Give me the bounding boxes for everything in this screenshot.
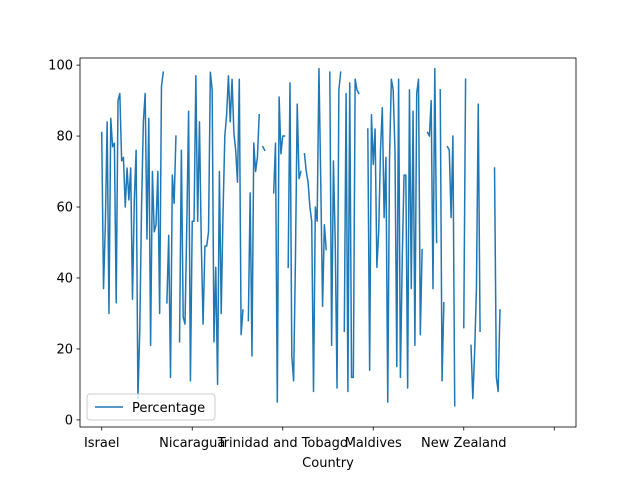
series-line-segment <box>166 135 177 379</box>
series-line-segment <box>470 103 481 400</box>
axes-frame <box>79 57 577 428</box>
x-axis-title: Country <box>302 456 354 471</box>
x-tick-label: Israel <box>84 436 120 451</box>
plot-area <box>100 67 501 407</box>
y-tick-label: 0 <box>65 413 73 428</box>
series-line-segment <box>426 67 438 290</box>
series-line-segment <box>178 71 244 386</box>
series-line-segment <box>493 167 501 393</box>
y-tick-label: 60 <box>56 201 73 216</box>
x-tick-label: New Zealand <box>421 436 506 451</box>
series-line-segment <box>329 71 342 389</box>
legend-frame <box>86 393 216 421</box>
y-tick-label: 80 <box>56 130 73 145</box>
series-line-segment <box>272 96 286 403</box>
series-line-segment <box>247 113 260 357</box>
series-line-segment <box>446 135 456 407</box>
series-line-segment <box>100 71 165 400</box>
series-line-segment <box>261 145 266 152</box>
legend: Percentage <box>86 393 216 421</box>
series-line-segment <box>463 78 467 329</box>
series-line-segment <box>303 67 327 393</box>
legend-label: Percentage <box>132 401 205 416</box>
series-line-segment <box>439 89 445 382</box>
series-line-segment <box>367 78 423 403</box>
y-tick-label: 20 <box>56 342 73 357</box>
x-tick-label: Maldives <box>345 436 402 451</box>
series-line-segment <box>287 82 302 382</box>
y-tick-label: 100 <box>48 59 73 74</box>
series-line-segment <box>343 78 360 393</box>
x-tick-label: Nicaragua <box>159 436 225 451</box>
x-tick-label: Trinidad and Tobago <box>217 436 348 451</box>
y-tick-label: 40 <box>56 271 73 286</box>
